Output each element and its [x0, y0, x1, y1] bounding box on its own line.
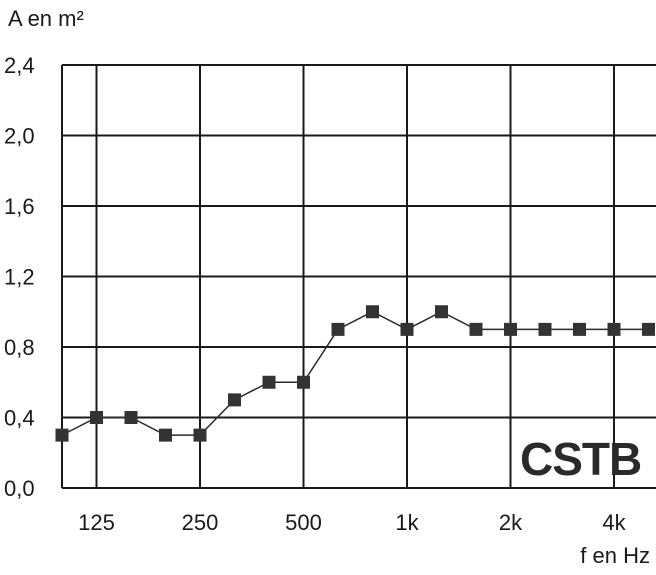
cstb-logo: CSTB — [520, 433, 641, 485]
data-point — [297, 375, 310, 389]
grid — [61, 64, 656, 489]
x-tick-label: 4k — [602, 510, 626, 535]
y-tick-label: 2,4 — [4, 53, 35, 78]
data-point — [90, 411, 103, 424]
x-tick-label: 250 — [182, 510, 219, 535]
y-tick-label: 1,2 — [4, 265, 35, 290]
x-tick-label: 125 — [78, 510, 115, 535]
data-point — [469, 322, 483, 336]
data-point — [642, 322, 655, 336]
x-tick-label: 1k — [395, 510, 419, 535]
x-tick-label: 500 — [285, 510, 322, 535]
y-tick-label: 1,6 — [4, 194, 35, 219]
data-point — [538, 322, 552, 336]
x-axis-label: f en Hz — [580, 543, 650, 568]
y-tick-label: 2,0 — [4, 124, 35, 149]
data-point — [607, 322, 621, 336]
x-ticks: 125 250 500 1k 2k 4k — [78, 510, 626, 535]
data-point — [573, 322, 586, 336]
y-tick-label: 0,0 — [4, 476, 35, 501]
data-point — [124, 411, 138, 424]
data-point — [262, 375, 276, 389]
data-point — [400, 322, 414, 336]
data-point — [228, 393, 241, 407]
y-axis-label: A en m² — [8, 6, 84, 31]
data-point — [193, 428, 207, 442]
y-ticks: 0,0 0,4 0,8 1,2 1,6 2,0 2,4 — [4, 53, 35, 501]
x-tick-label: 2k — [499, 510, 523, 535]
data-point — [435, 305, 448, 319]
data-point — [366, 305, 379, 319]
data-point — [331, 322, 345, 336]
data-point — [504, 322, 517, 336]
y-tick-label: 0,8 — [4, 335, 35, 360]
series-group — [55, 305, 655, 442]
data-point — [159, 428, 172, 442]
y-tick-label: 0,4 — [4, 406, 35, 431]
data-point — [55, 428, 69, 442]
